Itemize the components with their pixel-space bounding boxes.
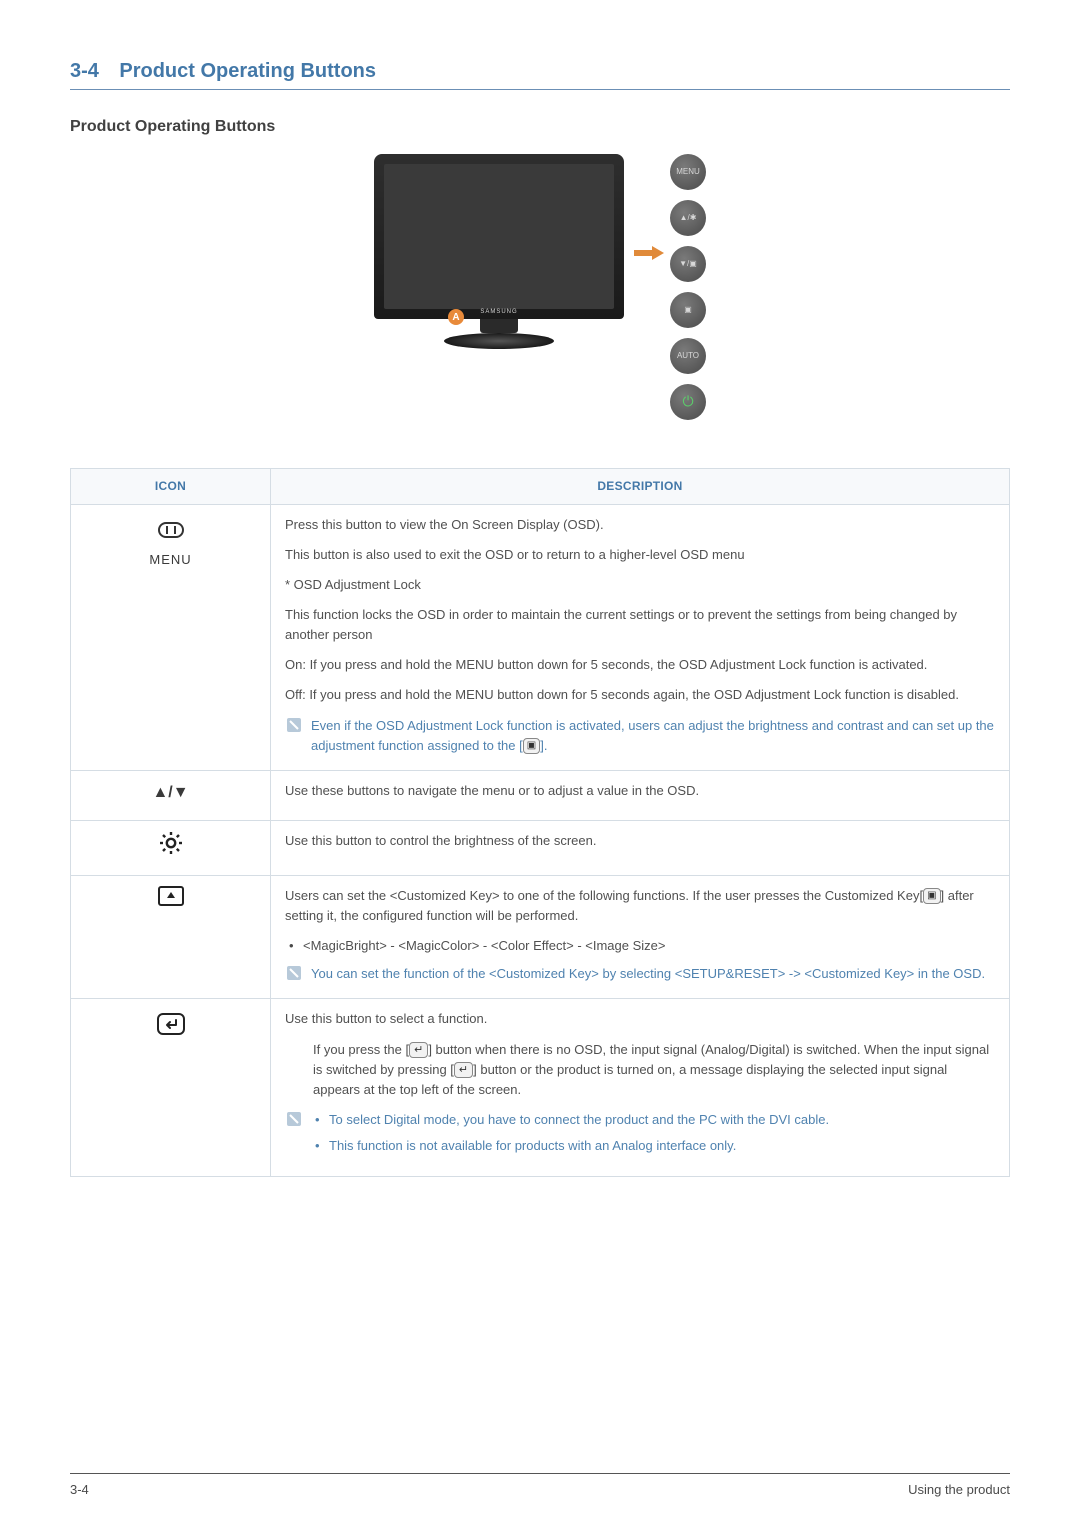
panel-btn-custom: ▣ [670, 292, 706, 328]
desc-cell-bright: Use this button to control the brightnes… [271, 820, 1010, 875]
panel-btn-down: ▼/▣ [670, 246, 706, 282]
icon-cell-bright [71, 820, 271, 875]
menu-p1: Press this button to view the On Screen … [285, 515, 995, 535]
menu-p4: This function locks the OSD in order to … [285, 605, 995, 645]
menu-p5: On: If you press and hold the MENU butto… [285, 655, 995, 675]
custom-key-icon: ▣ [523, 738, 540, 754]
desc-cell-custom: Users can set the <Customized Key> to on… [271, 875, 1010, 999]
enter-p2: If you press the [↵] button when there i… [285, 1040, 995, 1100]
bright-p1: Use this button to control the brightnes… [285, 831, 995, 851]
enter-note-b1: To select Digital mode, you have to conn… [329, 1110, 995, 1130]
note-icon [287, 718, 301, 732]
description-table: ICON DESCRIPTION MENU Press this button … [70, 468, 1010, 1177]
updown-icon: ▲/▼ [152, 784, 188, 801]
icon-cell-updown: ▲/▼ [71, 770, 271, 820]
menu-p2: This button is also used to exit the OSD… [285, 545, 995, 565]
note-icon [287, 966, 301, 980]
footer-left: 3-4 [70, 1482, 89, 1497]
th-desc: DESCRIPTION [271, 469, 1010, 505]
enter-note-b2: This function is not available for produ… [329, 1136, 995, 1156]
custom-key-icon [158, 894, 184, 909]
section-number: 3-4 [70, 60, 99, 82]
custom-key-inline-icon: ▣ [923, 888, 940, 904]
panel-btn-auto: AUTO [670, 338, 706, 374]
panel-btn-power: ⏻ [670, 384, 706, 420]
brightness-icon [159, 843, 183, 858]
panel-btn-menu: MENU [670, 154, 706, 190]
table-row: Users can set the <Customized Key> to on… [71, 875, 1010, 999]
icon-cell-menu: MENU [71, 504, 271, 770]
table-row: MENU Press this button to view the On Sc… [71, 504, 1010, 770]
icon-cell-enter [71, 999, 271, 1177]
custom-note-text: You can set the function of the <Customi… [311, 964, 995, 984]
page-footer: 3-4 Using the product [70, 1473, 1010, 1497]
button-panel: MENU ▲/✱ ▼/▣ ▣ AUTO ⏻ [670, 154, 706, 420]
arrow-icon [634, 246, 664, 260]
enter-icon [157, 1023, 185, 1038]
enter-inline-icon: ↵ [409, 1042, 428, 1058]
menu-note-text: Even if the OSD Adjustment Lock function… [311, 716, 995, 756]
footer-right: Using the product [908, 1482, 1010, 1497]
menu-label: MENU [85, 550, 256, 570]
custom-bullet: <MagicBright> - <MagicColor> - <Color Ef… [303, 936, 995, 956]
section-header: 3-4 Product Operating Buttons [70, 60, 1010, 90]
enter-p1: Use this button to select a function. [285, 1009, 995, 1029]
icon-cell-custom [71, 875, 271, 999]
table-row: ▲/▼ Use these buttons to navigate the me… [71, 770, 1010, 820]
menu-p6: Off: If you press and hold the MENU butt… [285, 685, 995, 705]
monitor-logo: SAMSUNG [480, 309, 517, 315]
enter-inline-icon: ↵ [454, 1062, 473, 1078]
custom-note: You can set the function of the <Customi… [285, 964, 995, 984]
th-icon: ICON [71, 469, 271, 505]
custom-p1: Users can set the <Customized Key> to on… [285, 886, 995, 926]
monitor-graphic: SAMSUNG A [374, 154, 624, 349]
menu-icon [85, 517, 256, 548]
subsection-title: Product Operating Buttons [70, 118, 1010, 136]
updown-p1: Use these buttons to navigate the menu o… [285, 781, 995, 801]
badge-a: A [448, 309, 464, 325]
desc-cell-enter: Use this button to select a function. If… [271, 999, 1010, 1177]
section-title: Product Operating Buttons [119, 60, 376, 82]
menu-note: Even if the OSD Adjustment Lock function… [285, 716, 995, 756]
table-row: Use this button to control the brightnes… [71, 820, 1010, 875]
table-row: Use this button to select a function. If… [71, 999, 1010, 1177]
desc-cell-updown: Use these buttons to navigate the menu o… [271, 770, 1010, 820]
note-icon [287, 1112, 301, 1126]
enter-note: To select Digital mode, you have to conn… [285, 1110, 995, 1162]
desc-cell-menu: Press this button to view the On Screen … [271, 504, 1010, 770]
menu-p3: * OSD Adjustment Lock [285, 575, 995, 595]
product-illustration: SAMSUNG A MENU ▲/✱ ▼/▣ ▣ AUTO ⏻ [70, 154, 1010, 420]
panel-btn-up: ▲/✱ [670, 200, 706, 236]
